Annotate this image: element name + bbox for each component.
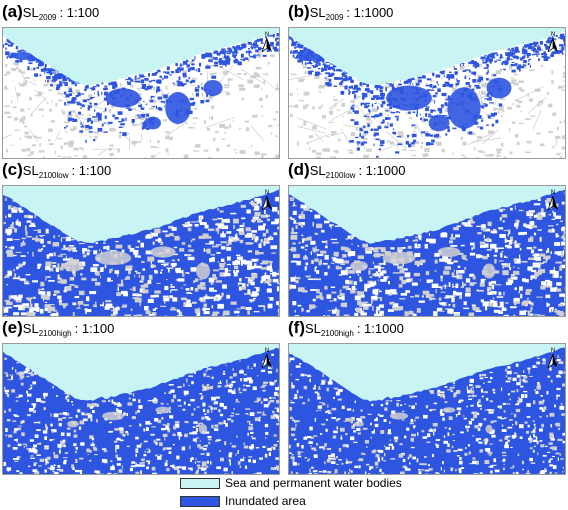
- panel-title: (d)SL2100low: 1:1000: [288, 160, 405, 184]
- legend-swatch-sea: [180, 478, 220, 489]
- panel-letter: (e): [2, 318, 23, 337]
- panel-scale: : 1:100: [71, 163, 112, 178]
- map-frame: [2, 185, 280, 317]
- sea-water-body: [289, 186, 565, 244]
- panel-scale: : 1:100: [59, 5, 100, 20]
- panel-scale: : 1:1000: [358, 163, 406, 178]
- map-frame: [288, 185, 566, 317]
- panel-sl-label: SL: [22, 321, 39, 336]
- map-panel: (a)SL2009: 1:100 N: [2, 2, 280, 160]
- north-label: N: [550, 190, 556, 196]
- panel-sl-subscript: 2009: [38, 13, 57, 22]
- inundated-area: [289, 32, 565, 158]
- north-arrow-icon: N: [260, 32, 274, 54]
- map-frame: [2, 343, 280, 475]
- sea-water-body: [3, 186, 279, 244]
- north-label: N: [264, 348, 270, 354]
- map-frame: [288, 27, 566, 159]
- panel-letter: (c): [2, 160, 23, 179]
- panel-sl-subscript: 2100high: [38, 329, 72, 338]
- legend-label-inundated: Inundated area: [225, 494, 306, 508]
- inundation-map: [289, 344, 565, 474]
- panel-scale: : 1:100: [74, 321, 115, 336]
- north-label: N: [264, 32, 270, 38]
- north-label: N: [550, 348, 556, 354]
- panel-scale: : 1:1000: [346, 5, 394, 20]
- panel-sl-subscript: 2100high: [320, 329, 354, 338]
- map-frame: [288, 343, 566, 475]
- panel-sl-label: SL: [22, 163, 39, 178]
- inundated-area: [3, 33, 279, 143]
- panel-title: (f)SL2100high: 1:1000: [288, 318, 404, 342]
- map-panel: (f)SL2100high: 1:1000 N: [288, 318, 566, 476]
- panel-sl-label: SL: [309, 5, 326, 20]
- panel-letter: (b): [288, 2, 310, 21]
- inundation-map: [289, 186, 565, 316]
- legend-swatch-inundated: [180, 496, 220, 507]
- panel-sl-label: SL: [22, 5, 39, 20]
- sea-water-body: [289, 28, 565, 86]
- inundation-map: [3, 186, 279, 316]
- panel-scale: : 1:1000: [356, 321, 404, 336]
- north-arrow-icon: N: [546, 190, 560, 212]
- map-panel: (c)SL2100low: 1:100 N: [2, 160, 280, 318]
- north-arrow-icon: N: [260, 190, 274, 212]
- panel-sl-subscript: 2009: [325, 13, 344, 22]
- panel-letter: (f): [288, 318, 305, 337]
- panel-title: (e)SL2100high: 1:100: [2, 318, 114, 342]
- map-panel: (e)SL2100high: 1:100 N: [2, 318, 280, 476]
- panel-sl-subscript: 2100low: [38, 171, 69, 180]
- map-panel: (b)SL2009: 1:1000 N: [288, 2, 566, 160]
- map-panel: (d)SL2100low: 1:1000 N: [288, 160, 566, 318]
- map-frame: [2, 27, 280, 159]
- inundation-map: [3, 344, 279, 474]
- north-arrow-icon: N: [260, 348, 274, 370]
- sea-water-body: [3, 28, 279, 86]
- panel-sl-subscript: 2100low: [325, 171, 356, 180]
- north-arrow-icon: N: [546, 32, 560, 54]
- panel-title: (b)SL2009: 1:1000: [288, 2, 393, 26]
- panel-letter: (a): [2, 2, 23, 21]
- legend-label-sea: Sea and permanent water bodies: [225, 476, 402, 490]
- panel-title: (c)SL2100low: 1:100: [2, 160, 111, 184]
- panel-sl-label: SL: [304, 321, 321, 336]
- north-label: N: [550, 32, 556, 38]
- inundation-map: [3, 28, 279, 158]
- panel-title: (a)SL2009: 1:100: [2, 2, 99, 26]
- inundation-map: [289, 28, 565, 158]
- north-label: N: [264, 190, 270, 196]
- north-arrow-icon: N: [546, 348, 560, 370]
- panel-letter: (d): [288, 160, 310, 179]
- sea-water-body: [3, 344, 279, 401]
- panel-sl-label: SL: [309, 163, 326, 178]
- sea-water-body: [289, 344, 565, 402]
